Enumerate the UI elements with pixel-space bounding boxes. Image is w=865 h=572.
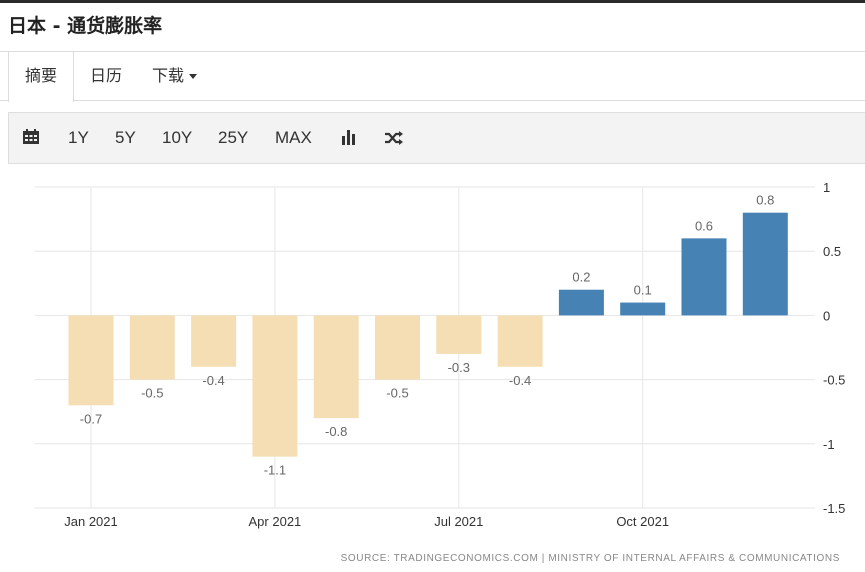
bar-may-2021[interactable] (313, 315, 359, 419)
y-tick-label: -0.5 (823, 373, 845, 388)
tab-summary-label: 摘要 (25, 66, 58, 85)
y-tick-label: -1.5 (823, 501, 845, 516)
tab-download-label: 下载 (152, 66, 185, 85)
range-10y-button[interactable]: 10Y (162, 128, 193, 147)
bar-sep-2021[interactable] (558, 289, 604, 316)
chart-toolbar: 1Y 5Y 10Y 25Y MAX (8, 112, 865, 164)
bars: -0.7 -0.5 -0.4 -1.1 -0.8 -0.5 -0.3 -0.4 0.2 0.1 0.… (68, 193, 788, 478)
bar-aug-2021[interactable] (497, 315, 543, 367)
bar-mar-2021[interactable] (191, 315, 237, 367)
data-label: 0.2 (572, 270, 590, 285)
data-label: -0.7 (80, 411, 102, 426)
top-border (0, 0, 865, 3)
data-label: -0.5 (386, 386, 408, 401)
range-max-button[interactable]: MAX (275, 128, 312, 147)
y-tick-label: -1 (823, 437, 835, 452)
tab-bar: 摘要 日历 下载 (0, 51, 865, 102)
y-tick-label: 0 (823, 308, 830, 323)
x-tick-label: Oct 2021 (616, 514, 669, 529)
tab-summary[interactable]: 摘要 (8, 52, 75, 102)
calendar-icon[interactable] (23, 129, 39, 144)
caret-down-icon (189, 74, 198, 79)
bar-dec-2021[interactable] (742, 212, 788, 316)
y-tick-label: 1 (823, 180, 830, 195)
range-5y-button[interactable]: 5Y (115, 128, 136, 147)
data-label: -1.1 (264, 463, 286, 478)
x-tick-label: Apr 2021 (249, 514, 302, 529)
x-tick-label: Jul 2021 (434, 514, 483, 529)
bar-jun-2021[interactable] (375, 315, 420, 380)
bar-apr-2021[interactable] (252, 315, 298, 457)
bar-jan-2021[interactable] (68, 315, 114, 406)
range-1y-button[interactable]: 1Y (68, 128, 89, 147)
y-axis-labels: 1 0.5 0 -0.5 -1 -1.5 (823, 180, 845, 516)
x-axis-labels: Jan 2021 Apr 2021 Jul 2021 Oct 2021 (64, 514, 669, 529)
data-label: 0.1 (634, 283, 652, 298)
bar-nov-2021[interactable] (681, 238, 727, 316)
range-25y-button[interactable]: 25Y (218, 128, 249, 147)
bar-chart-icon[interactable] (341, 130, 357, 145)
x-tick-label: Jan 2021 (64, 514, 118, 529)
tab-calendar-label: 日历 (90, 66, 123, 85)
data-label: 0.6 (695, 218, 713, 233)
tab-download[interactable]: 下载 (136, 52, 213, 100)
tab-calendar[interactable]: 日历 (74, 52, 138, 100)
y-tick-label: 0.5 (823, 244, 841, 259)
bar-jul-2021[interactable] (436, 315, 482, 354)
page-title: 日本 - 通货膨胀率 (8, 15, 163, 37)
data-label: -0.5 (141, 386, 163, 401)
bar-feb-2021[interactable] (129, 315, 175, 380)
data-label: -0.8 (325, 424, 347, 439)
data-label: 0.8 (756, 193, 774, 208)
bar-oct-2021[interactable] (620, 302, 666, 316)
data-label: -0.3 (448, 360, 470, 375)
source-note: SOURCE: TRADINGECONOMICS.COM | MINISTRY … (341, 553, 840, 564)
shuffle-icon[interactable] (384, 130, 404, 146)
data-label: -0.4 (509, 373, 531, 388)
data-label: -0.4 (202, 373, 224, 388)
inflation-bar-chart: -0.7 -0.5 -0.4 -1.1 -0.8 -0.5 -0.3 -0.4 0.2 0.1 0.… (35, 180, 845, 564)
